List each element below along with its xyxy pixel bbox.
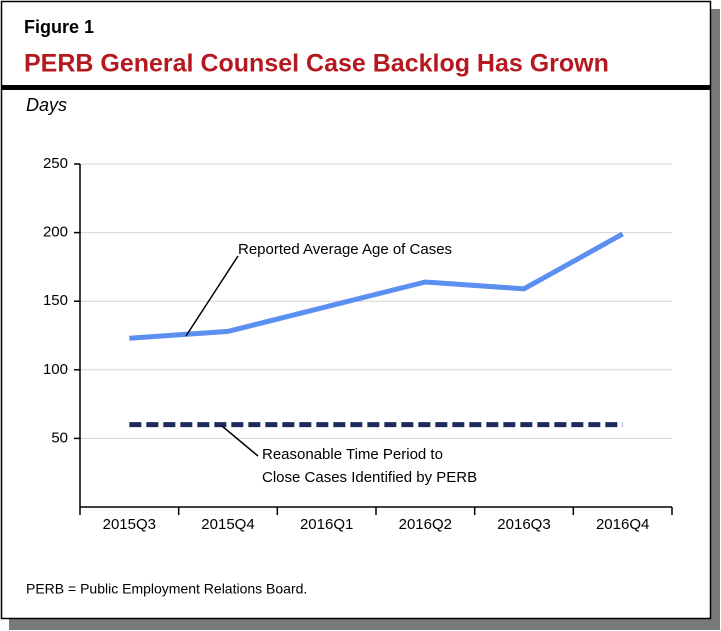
y-axis-label: Days bbox=[26, 95, 67, 115]
x-tick-label: 2016Q1 bbox=[300, 516, 353, 533]
x-tick-label: 2016Q3 bbox=[497, 516, 550, 533]
x-tick-label: 2015Q3 bbox=[103, 516, 156, 533]
y-tick-label: 100 bbox=[43, 361, 68, 378]
annotation-leader bbox=[185, 255, 239, 337]
y-tick-label: 50 bbox=[51, 429, 68, 446]
annotation-text: Close Cases Identified by PERB bbox=[262, 469, 477, 486]
figure-label: Figure 1 bbox=[24, 17, 94, 37]
x-tick-label: 2016Q4 bbox=[596, 516, 649, 533]
annotation-leader bbox=[221, 425, 259, 457]
y-tick-label: 200 bbox=[43, 224, 68, 241]
frame bbox=[0, 0, 712, 620]
series-line bbox=[129, 231, 624, 341]
chart-title: PERB General Counsel Case Backlog Has Gr… bbox=[24, 50, 609, 78]
y-tick-label: 150 bbox=[43, 292, 68, 309]
y-tick-label: 250 bbox=[43, 155, 68, 172]
footnote: PERB = Public Employment Relations Board… bbox=[26, 581, 307, 597]
x-tick-label: 2015Q4 bbox=[201, 516, 254, 533]
annotation-text: Reported Average Age of Cases bbox=[238, 241, 452, 258]
annotation-text: Reasonable Time Period to bbox=[262, 446, 443, 463]
x-tick-label: 2016Q2 bbox=[399, 516, 452, 533]
header-rule bbox=[2, 85, 710, 90]
